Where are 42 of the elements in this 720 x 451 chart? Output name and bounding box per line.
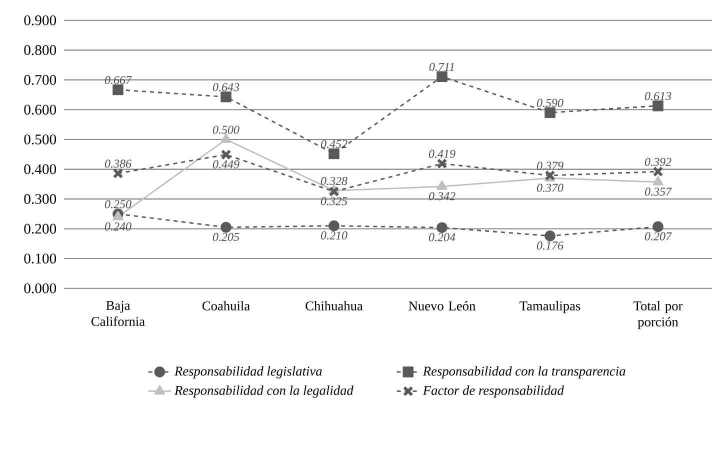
x-tick-label: Coahuila: [202, 301, 250, 310]
y-tick-label: 0.600: [24, 104, 56, 115]
data-label: 0.342: [428, 192, 456, 200]
data-label: 0.370: [536, 184, 564, 192]
y-tick-label: 0.800: [24, 45, 56, 56]
data-label: 0.205: [212, 232, 240, 242]
x-tick-label: Total por porción: [634, 301, 683, 330]
legend-label: Responsabilidad con la legalidad: [174, 386, 354, 398]
y-tick-label: 0.400: [24, 164, 56, 174]
data-label: 0.210: [320, 231, 348, 240]
data-label: 0.386: [104, 160, 132, 168]
data-label: 0.392: [644, 158, 672, 166]
data-label: 0.500: [212, 126, 240, 134]
x-tick-label: Tamaulipas: [520, 301, 580, 314]
y-tick-label: 0.500: [24, 134, 56, 144]
y-tick-label: 0.200: [24, 224, 56, 234]
data-label: 0.250: [104, 200, 132, 208]
x-tick-label: Chihuahua: [306, 301, 363, 310]
data-label: 0.325: [320, 197, 348, 206]
y-tick-label: 0.900: [24, 15, 56, 26]
data-label: 0.613: [644, 92, 672, 100]
x-tick-label: Baja California: [92, 301, 145, 326]
data-label: 0.643: [212, 83, 240, 92]
data-label: 0.419: [428, 150, 456, 158]
legend-label: Responsabilidad con la transparencia: [422, 366, 626, 378]
data-label: 0.328: [320, 176, 348, 186]
y-tick-label: 0.000: [24, 283, 56, 294]
y-tick-label: 0.100: [24, 254, 56, 264]
x-tick-label: Nuevo León: [408, 301, 476, 310]
y-tick-label: 0.700: [24, 74, 56, 85]
legend-label: Factor de responsabilidad: [422, 386, 564, 398]
data-label: 0.204: [428, 233, 456, 242]
data-label: 0.379: [536, 162, 564, 170]
data-label: 0.711: [429, 62, 454, 72]
legend-label: Responsabilidad legislativa: [174, 366, 322, 378]
data-label: 0.176: [536, 242, 564, 250]
data-label: 0.357: [644, 188, 672, 196]
data-label: 0.452: [320, 140, 348, 148]
y-tick-label: 0.300: [24, 194, 56, 204]
data-label: 0.207: [644, 232, 672, 240]
data-label: 0.449: [212, 160, 240, 168]
data-label: 0.590: [536, 98, 564, 108]
